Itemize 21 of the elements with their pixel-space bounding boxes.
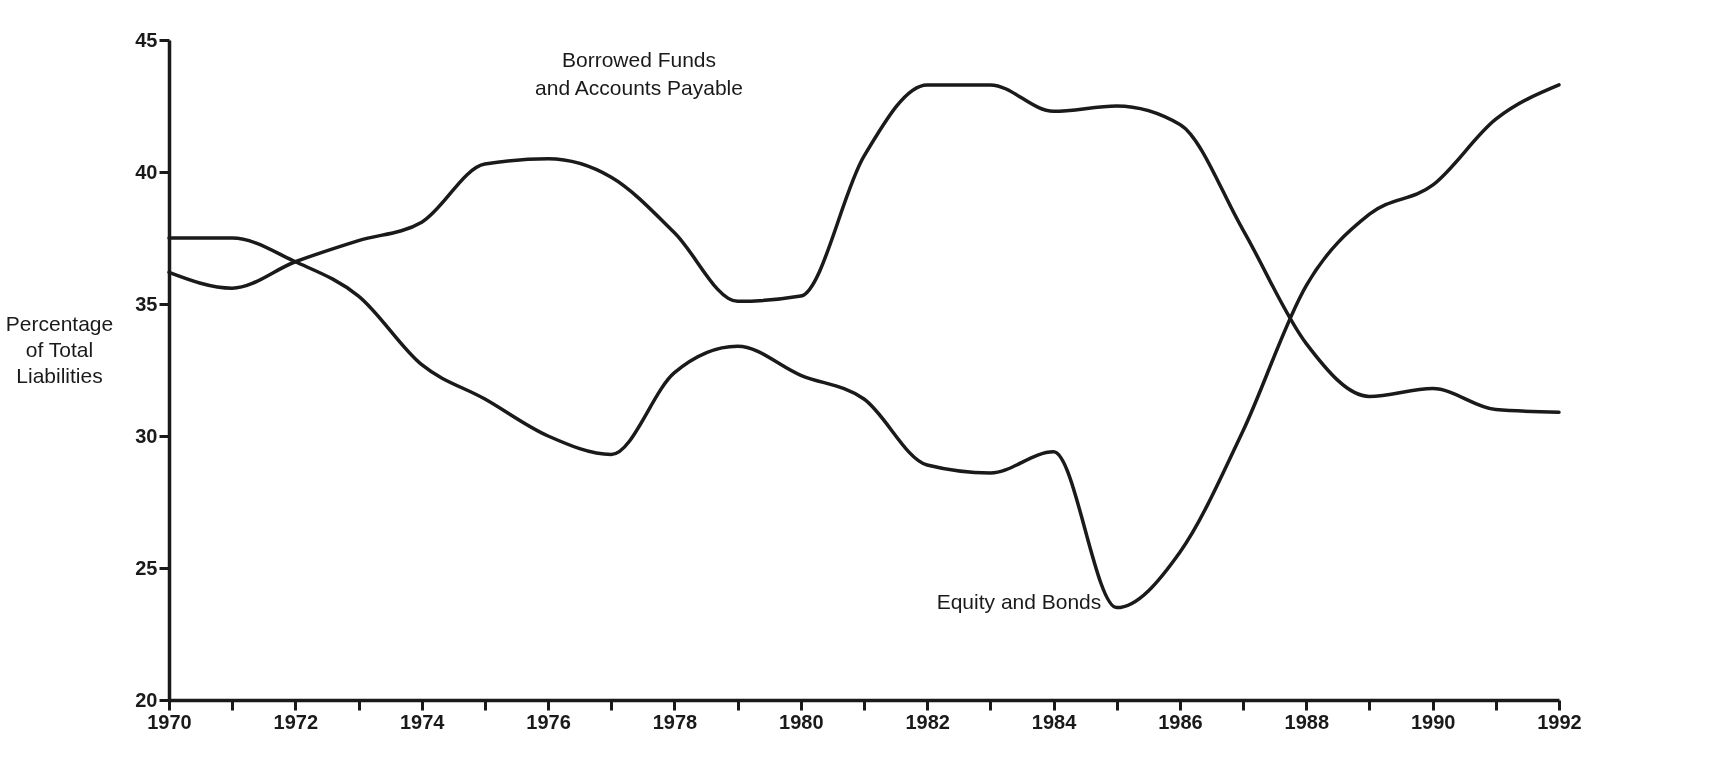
x-tick-label: 1984 [1031, 710, 1078, 733]
y-tick-label: 20 [135, 688, 158, 711]
x-tick-label: 1976 [526, 710, 571, 733]
y-tick-label: 40 [135, 160, 158, 183]
text: Borrowed Funds and Accounts Payable [535, 48, 743, 99]
y-tick-label: 45 [135, 28, 158, 51]
y-tick-label: 35 [135, 292, 158, 315]
x-tick-label: 1986 [1158, 710, 1203, 733]
x-tick-label: 1992 [1537, 710, 1582, 733]
series-label: Equity and Bonds [936, 590, 1102, 613]
x-tick-label: 1974 [399, 710, 446, 733]
x-tick-label: 1980 [779, 710, 824, 733]
y-tick-label: 30 [135, 424, 158, 447]
x-tick-label: 1972 [273, 710, 319, 733]
x-tick-label: 1982 [905, 710, 950, 733]
x-tick-label: 1988 [1284, 710, 1330, 733]
x-tick-label: 1970 [147, 710, 192, 733]
y-tick-label: 25 [135, 556, 158, 579]
x-tick-label: 1978 [652, 710, 698, 733]
y-axis-title: Percentage of Total Liabilities [5, 311, 114, 387]
x-tick-label: 1990 [1410, 710, 1456, 733]
